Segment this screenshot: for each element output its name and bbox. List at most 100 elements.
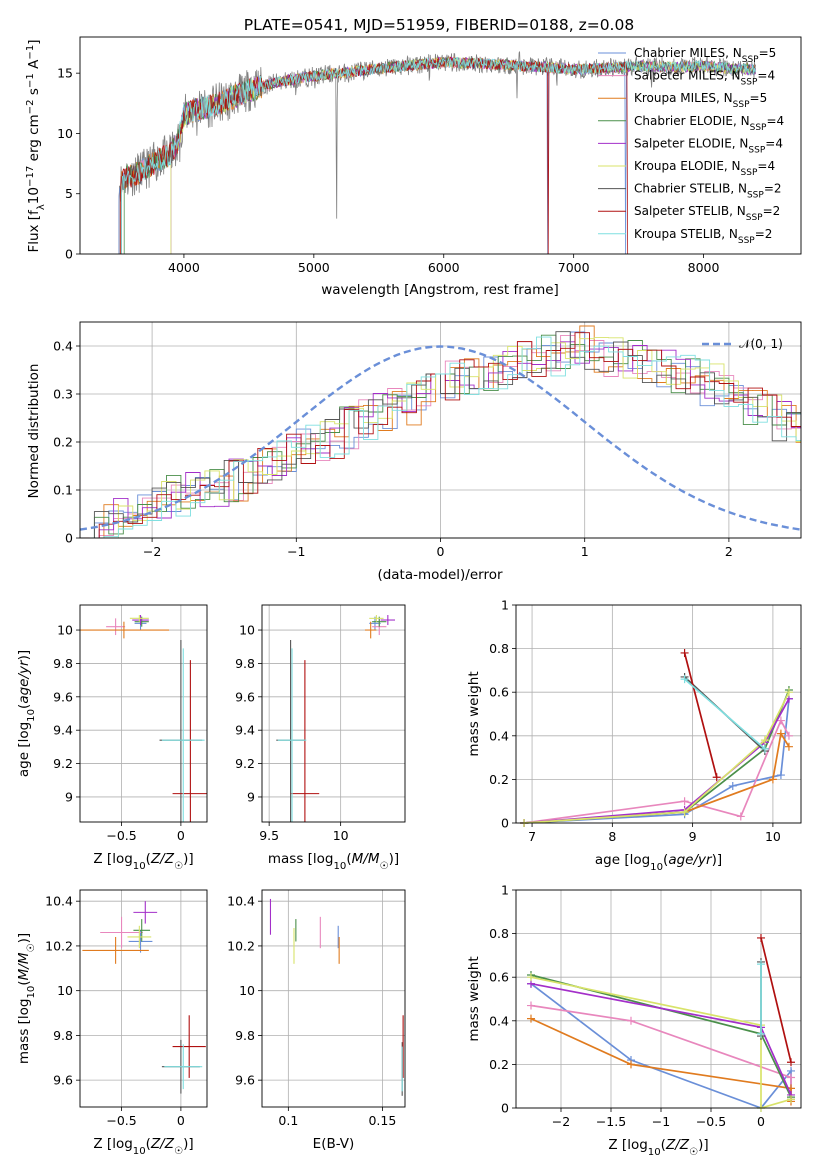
axes-frame	[79, 36, 802, 255]
axes-frame	[79, 889, 208, 1108]
plot-area	[276, 615, 395, 822]
x-tick-label: 6000	[428, 260, 460, 275]
axes-frame	[515, 604, 802, 824]
plus-marker	[680, 808, 689, 817]
x-tick-label: 0	[177, 828, 185, 843]
plus-marker	[784, 731, 793, 740]
x-tick-label: 0	[757, 1114, 765, 1129]
y-tick-label: 0.2	[489, 772, 509, 787]
x-tick-label: 0	[177, 1113, 185, 1128]
x-tick-label: 0	[437, 544, 445, 559]
y-tick-label: 10.2	[227, 938, 255, 953]
histogram-step-line	[89, 325, 801, 538]
y-tick-label: 1	[501, 883, 509, 898]
y-tick-label: 9.6	[235, 689, 255, 704]
x-tick-label: 10	[333, 828, 349, 843]
plus-marker	[527, 1001, 535, 1010]
plus-marker	[768, 775, 777, 784]
y-tick-label: 0.6	[489, 685, 509, 700]
y-tick-label: 0	[501, 1101, 509, 1116]
plot-area	[520, 648, 793, 827]
plus-marker	[787, 1058, 795, 1067]
model-spectrum-line	[121, 56, 756, 254]
plus-marker	[776, 771, 785, 780]
y-tick-label: 10	[57, 983, 73, 998]
plus-marker	[527, 1014, 535, 1023]
plus-marker	[680, 648, 689, 657]
x-tick-label: −0.5	[106, 1113, 136, 1128]
mass-weight-line	[683, 652, 718, 778]
y-tick-label: 0.4	[53, 339, 73, 354]
x-axis-label: Z [log10(Z/Z☉)]	[93, 851, 193, 872]
y-tick-label: 9.6	[235, 1073, 255, 1088]
y-tick-label: 0.4	[489, 1013, 509, 1028]
x-axis-label: E(B-V)	[313, 1136, 355, 1152]
mass-weight-line	[530, 976, 792, 1110]
y-tick-label: 0.6	[489, 970, 509, 985]
y-tick-label: 9.4	[235, 723, 255, 738]
plus-marker	[736, 812, 745, 821]
x-tick-label: 4000	[168, 260, 200, 275]
x-tick-label: 5000	[298, 260, 330, 275]
mass-weight-line	[760, 937, 792, 1063]
plot-area	[118, 51, 756, 254]
plus-marker	[787, 1095, 795, 1104]
x-tick-label: 0.1	[278, 1113, 298, 1128]
x-axis-label: Z [log10(Z/Z☉)]	[608, 1137, 708, 1158]
model-spectrum-line	[119, 55, 756, 254]
legend-entry: 𝒩(0, 1)	[739, 337, 783, 351]
plus-marker	[784, 688, 793, 697]
y-tick-label: 1	[501, 598, 509, 613]
y-tick-label: 10	[57, 623, 73, 638]
mass-weight-line	[684, 678, 766, 750]
x-tick-label: 1	[581, 544, 589, 559]
plot-area	[527, 933, 795, 1112]
legend-entry: Chabrier MILES, NSSP=5	[634, 46, 776, 65]
y-tick-label: 0.2	[489, 1057, 509, 1072]
x-tick-label: −2	[552, 1114, 570, 1129]
x-tick-label: 9.5	[259, 828, 279, 843]
x-tick-label: 7	[528, 829, 536, 844]
x-tick-label: 8000	[688, 260, 720, 275]
legend-entry: Salpeter STELIB, NSSP=2	[634, 204, 780, 223]
axes-frame	[261, 604, 406, 823]
plot-area	[80, 325, 801, 538]
y-tick-label: 9.2	[235, 756, 255, 771]
y-axis-label: mass weight	[466, 956, 482, 1041]
histogram-step-line	[89, 336, 801, 538]
legend-entry: Salpeter MILES, NSSP=4	[634, 69, 775, 88]
histogram-step-line	[84, 332, 801, 538]
plus-marker	[728, 781, 737, 790]
x-axis-label: Z [log10(Z/Z☉)]	[93, 1136, 193, 1157]
plus-marker	[680, 675, 689, 684]
y-tick-label: 10	[57, 126, 73, 141]
y-tick-label: 0	[65, 531, 73, 546]
x-tick-label: 10	[765, 829, 781, 844]
y-tick-label: 9.8	[235, 656, 255, 671]
x-axis-label: age [log10(age/yr)]	[595, 852, 722, 873]
y-tick-label: 0.8	[489, 926, 509, 941]
x-tick-label: 9	[689, 829, 697, 844]
axes-frame	[79, 604, 208, 823]
legend-entry: Chabrier STELIB, NSSP=2	[634, 182, 782, 201]
y-tick-label: 15	[57, 66, 73, 81]
axes-frame	[515, 889, 802, 1109]
y-tick-label: 0	[65, 247, 73, 262]
y-tick-label: 0.4	[489, 728, 509, 743]
x-tick-label: −2	[143, 544, 161, 559]
plot-area	[269, 898, 404, 1096]
y-tick-label: 10.4	[45, 894, 73, 909]
plus-marker	[757, 933, 765, 942]
y-tick-label: 0.2	[53, 435, 73, 450]
histogram-step-line	[89, 337, 801, 538]
y-tick-label: 10.2	[45, 938, 73, 953]
plus-marker	[776, 716, 785, 725]
y-tick-label: 9.8	[235, 1028, 255, 1043]
y-tick-label: 9	[247, 789, 255, 804]
plus-marker	[784, 742, 793, 751]
x-axis-label: (data-model)/error	[377, 567, 503, 583]
y-tick-label: 9.6	[53, 1073, 73, 1088]
plus-marker	[787, 1073, 795, 1082]
normal-curve-line	[80, 345, 801, 531]
chart-title: PLATE=0541, MJD=51959, FIBERID=0188, z=0…	[244, 16, 634, 34]
